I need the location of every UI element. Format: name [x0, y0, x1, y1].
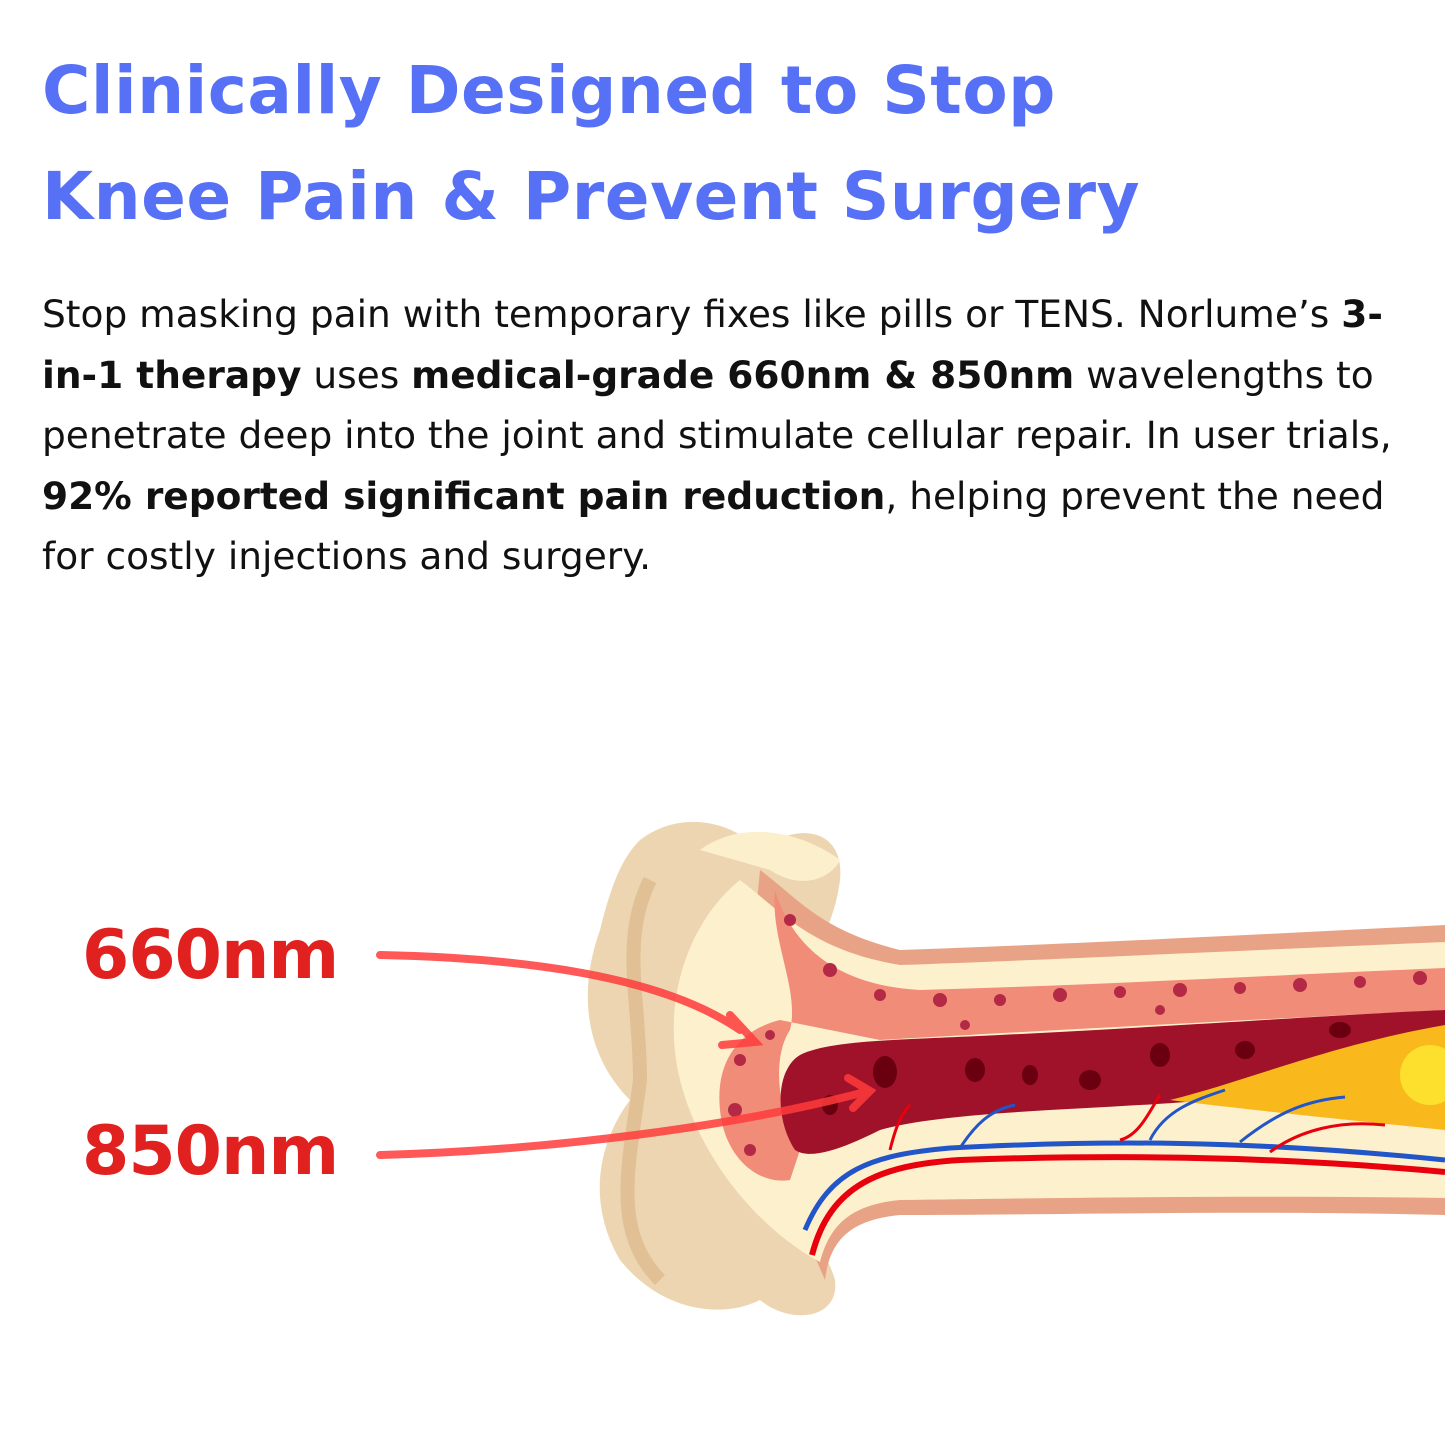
artery: [809, 1154, 1445, 1256]
spongy-bone-pores: [728, 914, 1427, 1156]
red-marrow: [780, 1010, 1445, 1154]
body-paragraph: Stop masking pain with temporary fixes l…: [42, 284, 1422, 587]
arrow-850nm: [376, 1074, 877, 1159]
body-bold-wavelengths: medical-grade 660nm & 850nm: [411, 352, 1075, 397]
headline: Clinically Designed to Stop Knee Pain & …: [42, 38, 1140, 250]
headline-line-2: Knee Pain & Prevent Surgery: [42, 158, 1141, 235]
marrow-spots: [822, 1022, 1351, 1115]
body-text: wavelengths to penetrate deep into the j…: [42, 352, 1392, 458]
label-660nm: 660nm: [82, 916, 339, 995]
headline-line-1: Clinically Designed to Stop: [42, 52, 1056, 129]
label-850nm: 850nm: [82, 1112, 339, 1191]
vein: [802, 1140, 1445, 1231]
body-text: Stop masking pain with temporary fixes l…: [42, 292, 1342, 336]
body-bold-therapy: 3-in-1 therapy: [42, 292, 1383, 397]
body-text: , helping prevent the need for costly in…: [42, 473, 1385, 579]
arrow-660nm: [376, 951, 764, 1049]
body-text: uses: [301, 352, 412, 397]
body-bold-result: 92% reported significant pain reduction: [42, 473, 886, 518]
spongy-bone: [719, 890, 1445, 1181]
yellow-marrow: [1170, 1025, 1445, 1130]
